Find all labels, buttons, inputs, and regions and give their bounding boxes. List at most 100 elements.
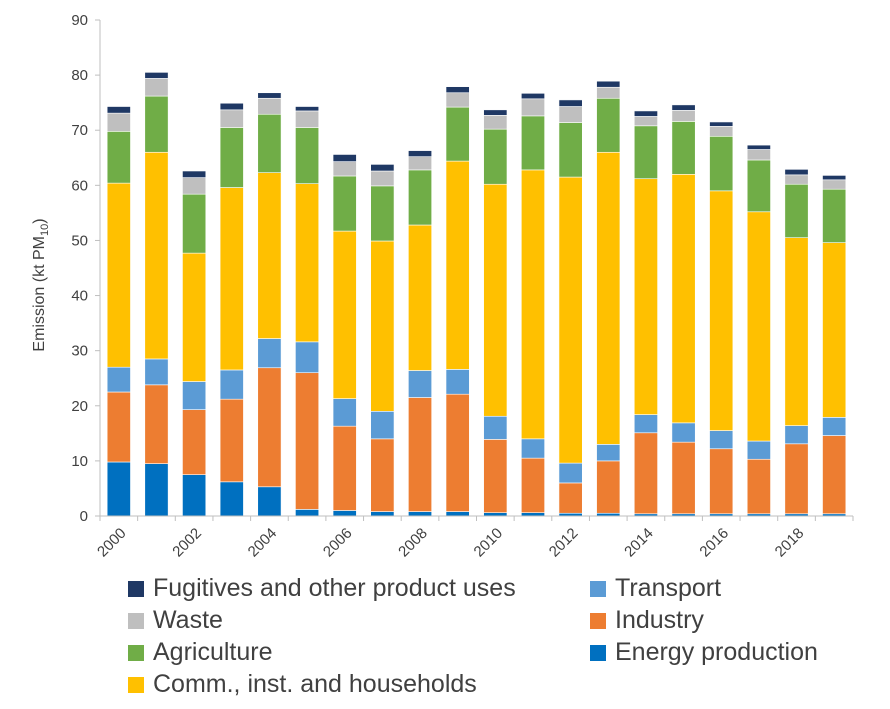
bar-segment (671, 174, 696, 424)
bar-segment (295, 183, 320, 343)
bar-segment (219, 369, 244, 400)
legend-label: Industry (615, 606, 704, 634)
legend-swatch (128, 612, 144, 629)
legend-item: Agriculture (128, 638, 273, 667)
bar-segment (408, 156, 432, 171)
bar-segment (219, 127, 244, 188)
bar-segment (182, 252, 207, 382)
bar-segment (219, 187, 244, 371)
y-axis-label: Emission (kt PM10) (31, 218, 51, 351)
bar-segment (784, 174, 809, 185)
bar-segment (408, 397, 432, 512)
legend-label: Fugitives and other product uses (153, 574, 516, 602)
bar-segment (106, 366, 131, 393)
bar-segment (483, 109, 508, 116)
bar-segment (633, 432, 658, 515)
bar-segment (144, 384, 169, 464)
bar-segment (633, 178, 658, 415)
bar-segment (483, 115, 508, 130)
bar-segment (784, 237, 809, 426)
bar-segment (370, 438, 395, 512)
bar-segment (257, 486, 282, 517)
bar-segment (784, 169, 809, 176)
y-tick-label: 0 (80, 508, 88, 525)
bar-segment (520, 169, 545, 440)
bar-segment (596, 460, 621, 514)
bar-segment (144, 358, 169, 386)
legend-item: Industry (590, 606, 704, 635)
bar-segment (483, 183, 508, 417)
bar-segment (445, 369, 470, 395)
bar-segment (445, 511, 470, 517)
bar-segment (332, 510, 357, 517)
bar-segment (257, 113, 282, 173)
bar-segment (671, 104, 696, 111)
bar-segment (746, 211, 771, 442)
y-tick-label: 10 (71, 453, 88, 470)
bar-segment (596, 97, 621, 153)
bar-segment (257, 97, 282, 115)
bar-segment (596, 86, 621, 99)
bar-segment (784, 183, 809, 238)
bar-segment (445, 86, 470, 94)
bar-segment (709, 430, 734, 450)
bar-segment (332, 154, 357, 162)
y-axis: 0 10 20 30 40 50 60 70 80 90 (71, 12, 101, 525)
bar-segment (520, 438, 545, 459)
bar-segment (408, 150, 432, 157)
bar-segment (295, 110, 320, 128)
bar-segment (219, 481, 244, 517)
y-tick-label: 30 (71, 343, 88, 360)
bar-segment (332, 425, 357, 511)
x-tick-label: 2008 (395, 525, 431, 561)
bar-segment (295, 127, 320, 184)
bar-segment (295, 509, 320, 517)
bar-segment (182, 193, 207, 254)
bar-segment (182, 409, 207, 475)
bar-segment (709, 448, 734, 515)
x-tick-label: 2012 (546, 525, 582, 561)
y-tick-label: 70 (71, 122, 88, 139)
bar-segment (520, 93, 545, 100)
y-tick-label: 80 (71, 67, 88, 84)
legend-label: Comm., inst. and households (153, 670, 477, 698)
bar-segment (671, 110, 696, 122)
bar-segment (671, 422, 696, 443)
x-tick-label: 2000 (94, 525, 130, 561)
bar-segment (633, 125, 658, 180)
bar-segment (219, 102, 244, 111)
y-tick-label: 40 (71, 288, 88, 305)
bar-segment (822, 188, 847, 243)
x-tick-label: 2002 (169, 525, 205, 561)
bar-segment (483, 128, 508, 185)
legend-item: Transport (590, 574, 721, 603)
bar-segment (182, 177, 207, 195)
legend-item: Waste (128, 606, 223, 635)
bar-segment (106, 131, 131, 184)
bar-segment (784, 425, 809, 445)
bar-segment (558, 462, 583, 484)
bar-segment (182, 381, 207, 410)
bar-segment (483, 439, 508, 513)
x-axis: 2000 2002 2004 2006 2008 2010 2012 2014 2016 2018 (94, 515, 854, 561)
bar-segment (408, 224, 432, 371)
bar-segment (332, 161, 357, 177)
bar-segment (822, 242, 847, 418)
bar-segment (671, 121, 696, 175)
bar-segment (709, 190, 734, 431)
bar-segment (822, 179, 847, 190)
bar-segment (370, 164, 395, 172)
legend-label: Agriculture (153, 638, 273, 666)
x-tick-label: 2010 (471, 525, 507, 561)
bar-segment (295, 341, 320, 374)
bar-segment (746, 458, 771, 515)
x-tick-label: 2018 (772, 525, 808, 561)
bar-segment (596, 444, 621, 462)
bar-segment (219, 398, 244, 483)
x-tick-label: 2004 (245, 525, 281, 561)
bar-segment (558, 122, 583, 178)
y-tick-label: 20 (71, 398, 88, 415)
bar-segment (633, 414, 658, 434)
y-tick-label: 90 (71, 12, 88, 29)
